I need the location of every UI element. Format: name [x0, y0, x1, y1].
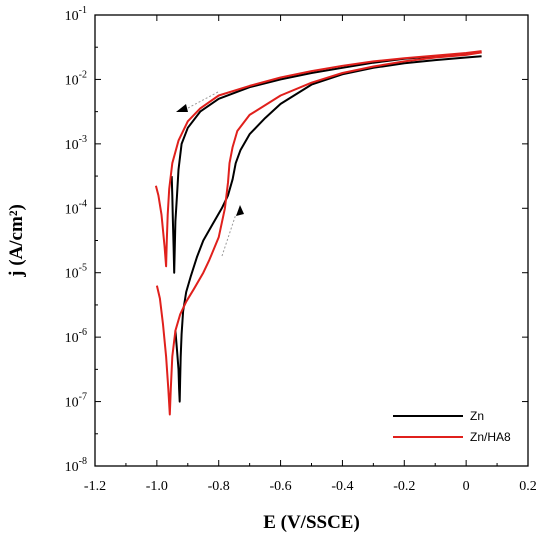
y-tick-label: 10-8	[65, 456, 87, 475]
axes: -1.2 -1.0 -0.8 -0.6 -0.4 -0.2 0 0.2 10-8 10-7 10-6…	[65, 5, 537, 494]
y-tick-label: 10-6	[65, 327, 87, 346]
arrow-shaft-forward	[221, 213, 237, 257]
series-zn-branch-anodic	[174, 55, 482, 403]
x-tick-label: 0	[463, 479, 470, 494]
x-axis-title: E (V/SSCE)	[263, 512, 360, 533]
y-tick-label: 10-2	[65, 69, 87, 88]
x-tick-label: -0.2	[393, 479, 415, 494]
scan-direction-arrows	[176, 91, 244, 257]
y-tick-label: 10-1	[65, 5, 87, 24]
arrow-shaft-reverse	[187, 91, 219, 109]
x-tick-label: 0.2	[519, 479, 537, 494]
legend-label-zn-ha8: Zn/HA8	[470, 430, 511, 444]
series-zn-ha8-branch-reverse	[154, 50, 482, 268]
series-layer	[154, 50, 482, 416]
legend: Zn Zn/HA8	[393, 409, 511, 444]
legend-label-zn: Zn	[470, 409, 484, 423]
y-tick-label: 10-7	[65, 392, 87, 411]
y-axis-title: j (A/cm²)	[6, 204, 27, 278]
y-tick-label: 10-4	[65, 198, 87, 217]
x-tick-label: -0.6	[269, 479, 291, 494]
arrow-head-reverse	[176, 104, 188, 112]
y-tick-label: 10-5	[65, 263, 87, 282]
x-tick-label: -0.4	[331, 479, 353, 494]
series-zn-ha8-branch-anodic	[155, 51, 482, 416]
x-tick-label: -0.8	[208, 479, 230, 494]
arrow-head-forward	[236, 205, 244, 216]
x-tick-label: -1.2	[84, 479, 106, 494]
x-tick-label: -1.0	[146, 479, 168, 494]
y-tick-label: 10-3	[65, 134, 87, 153]
